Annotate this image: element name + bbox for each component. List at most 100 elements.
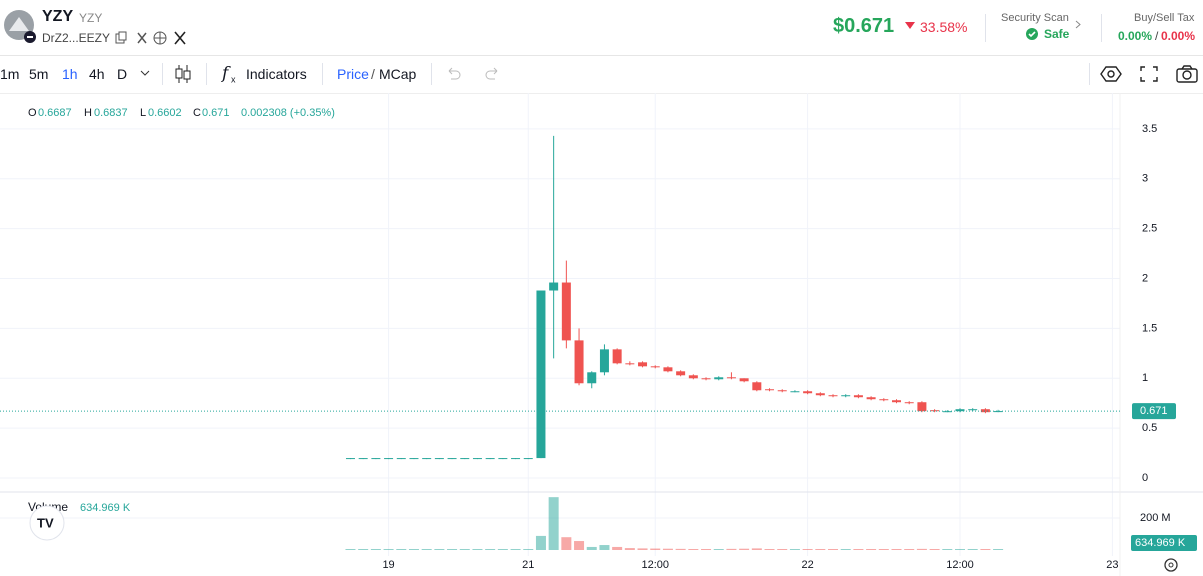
candle-body <box>968 409 978 411</box>
volume-bar <box>383 549 394 550</box>
volume-bar <box>662 548 673 550</box>
last-price-label: 0.671 <box>1140 405 1168 417</box>
interval-dropdown[interactable] <box>140 69 150 77</box>
volume-bar <box>726 548 737 550</box>
volume-bar <box>637 548 648 550</box>
legend-low-label: L <box>140 107 146 119</box>
candle-body <box>942 411 952 413</box>
price-toggle[interactable]: Price <box>337 66 369 82</box>
volume-bar <box>447 549 458 550</box>
candle-body <box>396 458 406 460</box>
interval-button[interactable]: 4h <box>89 66 105 82</box>
y-tick-label: 2 <box>1142 272 1148 284</box>
candle-body <box>803 391 813 394</box>
candle-body <box>498 458 508 460</box>
candle-body <box>625 363 635 365</box>
chart: O 0.6687 H 0.6837 L 0.6602 C 0.671 0.002… <box>0 93 1203 576</box>
candle-body <box>841 395 851 397</box>
y-tick-label: 0 <box>1142 472 1148 484</box>
settings-icon[interactable] <box>1164 558 1178 572</box>
candle-body <box>955 409 965 412</box>
y-tick-label: 0.5 <box>1142 422 1157 434</box>
volume-bar <box>345 549 356 550</box>
volume-bar <box>878 549 889 550</box>
volume-bar <box>967 549 978 550</box>
candle-body <box>472 458 482 460</box>
volume-bar <box>574 541 585 550</box>
candle-body <box>460 458 470 460</box>
volume-bar <box>739 548 750 550</box>
separator <box>322 63 323 85</box>
candle-body <box>663 367 673 372</box>
indicators-button[interactable]: Indicators <box>246 66 307 82</box>
undo-redo[interactable] <box>445 67 505 81</box>
candle-body <box>714 377 724 380</box>
down-arrow <box>905 22 915 29</box>
interval-button[interactable]: 1h <box>62 66 78 82</box>
volume-bar <box>624 548 635 550</box>
candle-body <box>726 377 736 379</box>
candle-body <box>866 397 876 400</box>
candle-body <box>384 458 394 460</box>
interval-button[interactable]: 1m <box>0 66 20 82</box>
volume-bar <box>751 548 762 550</box>
volume-bar <box>828 549 839 550</box>
candle-body <box>688 375 698 379</box>
candle-body <box>980 409 990 413</box>
volume-bar <box>815 549 826 550</box>
candle-body <box>434 458 444 460</box>
legend-high-label: H <box>84 107 92 119</box>
volume-bar <box>688 549 699 550</box>
volume-bar <box>396 549 407 550</box>
x-tick-label: 19 <box>382 559 394 571</box>
legend-close: 0.671 <box>202 107 230 119</box>
chart-type-button[interactable] <box>174 64 192 84</box>
token-address[interactable]: DrZ2...EEZY <box>42 31 111 45</box>
current-price: $0.671 <box>833 15 895 37</box>
candle-body <box>828 395 838 397</box>
volume-bar <box>485 549 496 550</box>
interval-button[interactable]: D <box>117 66 128 82</box>
buy-tax: 0.00% <box>1118 29 1153 43</box>
candle-body <box>650 366 660 368</box>
last-price-box <box>1132 403 1176 420</box>
volume-bar <box>955 549 965 550</box>
candle-body <box>765 389 775 391</box>
volume-bar <box>650 548 661 550</box>
legend-change: 0.002308 (+0.35%) <box>241 107 335 119</box>
candle-body <box>676 371 686 376</box>
volume-bar <box>535 535 546 550</box>
separator <box>985 14 986 42</box>
token-logo <box>4 10 36 43</box>
volume-bar <box>370 549 381 550</box>
safe-icon <box>1026 28 1038 40</box>
volume-bar <box>523 549 534 550</box>
token-title: YZY <box>42 8 74 25</box>
volume-bar <box>701 549 712 550</box>
volume-bar <box>548 497 559 550</box>
security-label[interactable]: Security Scan <box>1001 12 1069 24</box>
candle-body <box>879 399 889 401</box>
candle-body <box>993 411 1003 413</box>
volume-bar <box>942 549 953 550</box>
legend-open: 0.6687 <box>38 107 72 119</box>
social-icons[interactable] <box>114 31 190 45</box>
candle-body <box>777 390 787 392</box>
separator <box>431 63 432 85</box>
volume-bar <box>789 549 800 550</box>
y-tick-label: 3.5 <box>1142 123 1157 135</box>
legend-high: 0.6837 <box>94 107 128 119</box>
interval-button[interactable]: 5m <box>29 66 49 82</box>
candle-body <box>752 382 762 391</box>
volume-bar <box>802 549 813 550</box>
svg-text:x: x <box>231 74 236 84</box>
right-tools[interactable] <box>1100 64 1200 84</box>
candle-body <box>815 393 825 396</box>
candle-body <box>930 410 940 412</box>
candle-body <box>587 372 597 384</box>
mcap-toggle[interactable]: MCap <box>379 66 417 82</box>
candle-body <box>904 402 914 404</box>
